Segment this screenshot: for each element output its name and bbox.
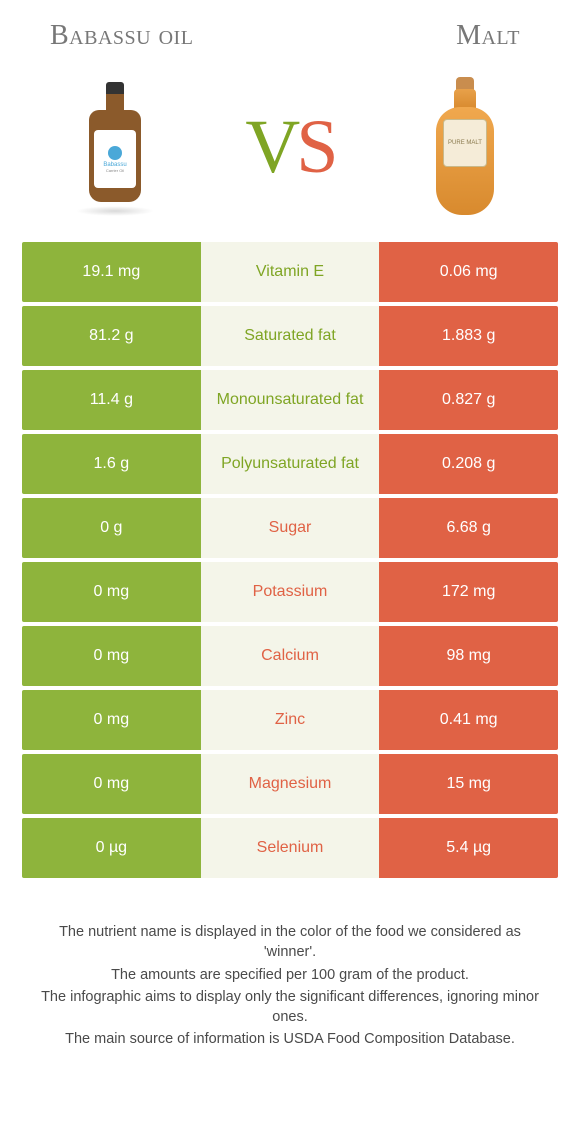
right-value: 0.41 mg: [379, 690, 558, 750]
nutrient-name: Polyunsaturated fat: [201, 434, 380, 494]
nutrient-name: Magnesium: [201, 754, 380, 814]
table-row: 0 mgPotassium172 mg: [22, 562, 558, 622]
nutrient-name: Saturated fat: [201, 306, 380, 366]
left-value: 11.4 g: [22, 370, 201, 430]
table-row: 0 mgCalcium98 mg: [22, 626, 558, 686]
left-value: 0 mg: [22, 626, 201, 686]
footer-line: The infographic aims to display only the…: [36, 987, 544, 1028]
table-row: 81.2 gSaturated fat1.883 g: [22, 306, 558, 366]
right-value: 172 mg: [379, 562, 558, 622]
table-row: 0 gSugar6.68 g: [22, 498, 558, 558]
right-value: 1.883 g: [379, 306, 558, 366]
table-row: 0 mgZinc0.41 mg: [22, 690, 558, 750]
right-value: 0.208 g: [379, 434, 558, 494]
malt-bottle-icon: PURE MALT: [434, 77, 496, 217]
right-value: 15 mg: [379, 754, 558, 814]
left-product-image: BabassuCarrier Oil: [60, 77, 170, 217]
left-value: 1.6 g: [22, 434, 201, 494]
product-row: BabassuCarrier Oil VS PURE MALT: [0, 62, 580, 242]
comparison-table: 19.1 mgVitamin E0.06 mg81.2 gSaturated f…: [0, 242, 580, 878]
table-row: 0 µgSelenium5.4 µg: [22, 818, 558, 878]
nutrient-name: Sugar: [201, 498, 380, 558]
right-value: 5.4 µg: [379, 818, 558, 878]
vs-v: V: [245, 105, 296, 189]
nutrient-name: Vitamin E: [201, 242, 380, 302]
right-value: 98 mg: [379, 626, 558, 686]
nutrient-name: Monounsaturated fat: [201, 370, 380, 430]
right-product-image: PURE MALT: [410, 77, 520, 217]
table-row: 11.4 gMonounsaturated fat0.827 g: [22, 370, 558, 430]
nutrient-name: Potassium: [201, 562, 380, 622]
table-row: 19.1 mgVitamin E0.06 mg: [22, 242, 558, 302]
right-title: Malt: [456, 20, 520, 52]
table-row: 1.6 gPolyunsaturated fat0.208 g: [22, 434, 558, 494]
left-value: 0 µg: [22, 818, 201, 878]
left-title: Babassu oil: [50, 20, 193, 52]
right-value: 0.06 mg: [379, 242, 558, 302]
left-value: 19.1 mg: [22, 242, 201, 302]
babassu-bottle-icon: BabassuCarrier Oil: [87, 82, 143, 212]
footer-notes: The nutrient name is displayed in the co…: [0, 882, 580, 1050]
nutrient-name: Calcium: [201, 626, 380, 686]
footer-line: The main source of information is USDA F…: [36, 1029, 544, 1049]
footer-line: The amounts are specified per 100 gram o…: [36, 965, 544, 985]
left-value: 0 mg: [22, 754, 201, 814]
left-value: 0 mg: [22, 562, 201, 622]
nutrient-name: Zinc: [201, 690, 380, 750]
vs-label: VS: [245, 104, 334, 191]
table-row: 0 mgMagnesium15 mg: [22, 754, 558, 814]
footer-line: The nutrient name is displayed in the co…: [36, 922, 544, 963]
header: Babassu oil Malt: [0, 0, 580, 62]
left-value: 0 g: [22, 498, 201, 558]
vs-s: S: [296, 105, 334, 189]
left-value: 0 mg: [22, 690, 201, 750]
right-value: 0.827 g: [379, 370, 558, 430]
nutrient-name: Selenium: [201, 818, 380, 878]
right-value: 6.68 g: [379, 498, 558, 558]
left-value: 81.2 g: [22, 306, 201, 366]
